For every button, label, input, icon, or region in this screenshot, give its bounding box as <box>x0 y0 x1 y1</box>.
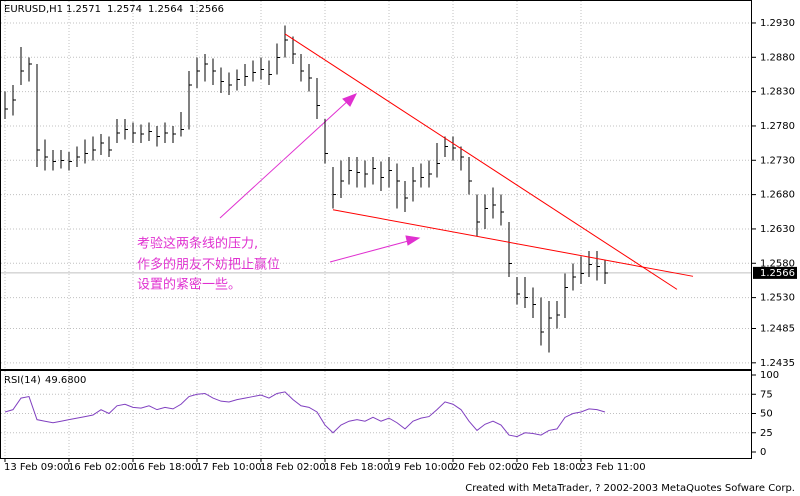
x-tick-label: 17 Feb 10:00 <box>196 462 262 473</box>
high: 1.2574 <box>107 4 142 15</box>
x-tick-label: 20 Feb 18:00 <box>516 462 582 473</box>
y-tick-label: 75 <box>760 389 773 400</box>
annotation: 设置的紧密一些。 <box>137 277 241 293</box>
y-tick-label: 0 <box>760 447 766 458</box>
annotation: 考验这两条线的压力, <box>137 236 258 252</box>
price-label-bg <box>753 266 797 279</box>
arrow-head <box>405 235 421 246</box>
arrow <box>219 98 351 219</box>
y-tick-label: 1.2680 <box>760 190 795 201</box>
x-tick-label: 18 Feb 02:00 <box>260 462 326 473</box>
price-label: 1.2566 <box>760 268 795 279</box>
y-tick-label: 25 <box>760 428 773 439</box>
trendline <box>284 33 678 290</box>
x-tick-label: 13 Feb 09:00 <box>4 462 70 473</box>
rsi-line <box>4 391 606 438</box>
annotation: 作多的朋友不妨把止赢位 <box>137 257 280 273</box>
y-tick-label: 1.2830 <box>760 87 795 98</box>
x-tick-label: 23 Feb 11:00 <box>580 462 646 473</box>
footer: Created with MetaTrader, ? 2002-2003 Met… <box>465 483 795 494</box>
trendline <box>332 209 694 277</box>
y-tick-label: 50 <box>760 409 773 420</box>
x-tick-label: 20 Feb 02:00 <box>452 462 518 473</box>
y-tick-label: 1.2880 <box>760 52 795 63</box>
symbol: EURUSD,H1 <box>4 4 63 15</box>
x-tick-label: 18 Feb 18:00 <box>324 462 390 473</box>
y-tick-label: 1.2630 <box>760 224 795 235</box>
arrow-head <box>342 93 358 107</box>
y-tick-label: 1.2435 <box>760 358 795 369</box>
y-tick-label: 1.2530 <box>760 293 795 304</box>
close: 1.2566 <box>189 4 224 15</box>
x-tick-label: 16 Feb 02:00 <box>68 462 134 473</box>
x-tick-label: 16 Feb 18:00 <box>132 462 198 473</box>
open: 1.2571 <box>66 4 101 15</box>
low: 1.2564 <box>148 4 183 15</box>
main-panel <box>0 0 752 370</box>
header: EURUSD,H1 1.2571 1.2574 1.2564 1.2566 RS… <box>4 4 224 386</box>
rsi-current: 49.6800 <box>45 375 86 386</box>
rsi-name: RSI(14) <box>4 375 41 386</box>
x-tick-label: 19 Feb 10:00 <box>388 462 454 473</box>
y-tick-label: 1.2780 <box>760 121 795 132</box>
y-tick-label: 1.2580 <box>760 258 795 269</box>
arrow <box>329 239 413 263</box>
y-tick-label: 1.2730 <box>760 155 795 166</box>
y-tick-label: 1.2930 <box>760 18 795 29</box>
arrows <box>219 93 421 263</box>
y-tick-label: 1.2485 <box>760 323 795 334</box>
rsi-panel <box>0 370 752 459</box>
y-tick-label: 100 <box>760 370 779 381</box>
